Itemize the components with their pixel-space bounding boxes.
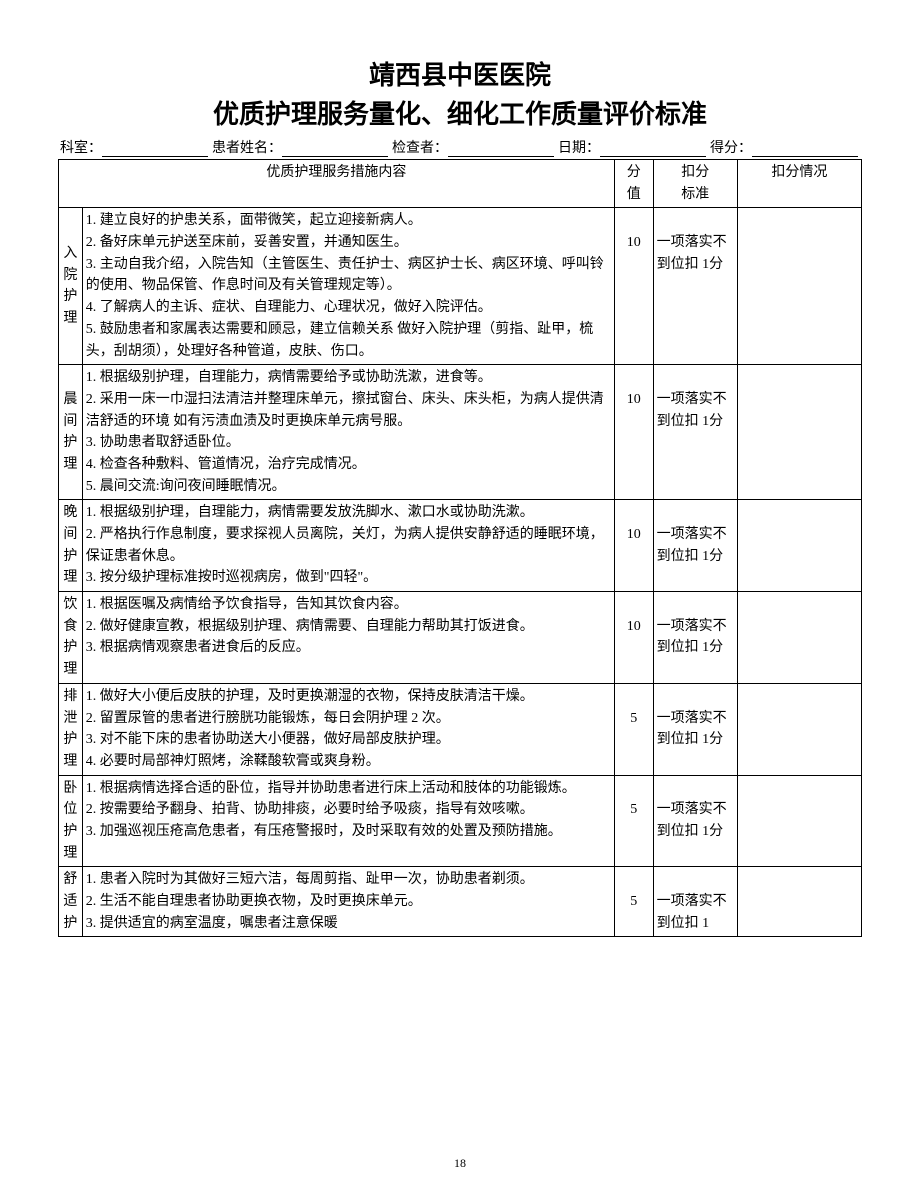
category-cell: 卧位护理	[59, 775, 83, 867]
table-row: 晨间护理1. 根据级别护理，自理能力，病情需要给予或协助洗漱，进食等。2. 采用…	[59, 365, 862, 500]
deduct-std-cell: 一项落实不到位扣 1分	[653, 208, 737, 365]
value-cell: 5	[614, 683, 653, 775]
checker-blank	[448, 137, 554, 157]
score-label: 得分：	[710, 137, 752, 157]
table-body: 入院护理1. 建立良好的护患关系，面带微笑，起立迎接新病人。2. 备好床单元护送…	[59, 208, 862, 937]
content-item: 5. 鼓励患者和家属表达需要和顾忌，建立信赖关系 做好入院护理（剪指、趾甲，梳头…	[86, 319, 611, 362]
content-item: 4. 了解病人的主诉、症状、自理能力、心理状况，做好入院评估。	[86, 297, 611, 319]
category-cell: 入院护理	[59, 208, 83, 365]
deduct-case-cell	[737, 592, 861, 684]
deduct-std-cell: 一项落实不到位扣 1分	[653, 592, 737, 684]
header-deduct-std: 扣分标准	[653, 160, 737, 208]
checker-label: 检查者：	[392, 137, 448, 157]
content-item: 3. 根据病情观察患者进食后的反应。	[86, 637, 611, 659]
content-item: 1. 建立良好的护患关系，面带微笑，起立迎接新病人。	[86, 210, 611, 232]
content-item: 4. 必要时局部神灯照烤，涂鞣酸软膏或爽身粉。	[86, 751, 611, 773]
content-cell: 1. 根据级别护理，自理能力，病情需要给予或协助洗漱，进食等。2. 采用一床一巾…	[82, 365, 614, 500]
deduct-case-cell	[737, 867, 861, 937]
page-number: 18	[0, 1156, 920, 1171]
category-cell: 饮食护理	[59, 592, 83, 684]
deduct-std-cell: 一项落实不到位扣 1	[653, 867, 737, 937]
value-cell: 5	[614, 775, 653, 867]
category-cell: 晚间护理	[59, 500, 83, 592]
table-header-row: 优质护理服务措施内容 分值 扣分标准 扣分情况	[59, 160, 862, 208]
content-item: 2. 做好健康宣教，根据级别护理、病情需要、自理能力帮助其打饭进食。	[86, 616, 611, 638]
content-cell: 1. 根据级别护理，自理能力，病情需要发放洗脚水、漱口水或协助洗漱。2. 严格执…	[82, 500, 614, 592]
content-cell: 1. 根据医嘱及病情给予饮食指导，告知其饮食内容。2. 做好健康宣教，根据级别护…	[82, 592, 614, 684]
content-item: 3. 主动自我介绍，入院告知（主管医生、责任护士、病区护士长、病区环境、呼叫铃的…	[86, 254, 611, 297]
category-cell: 舒适护	[59, 867, 83, 937]
value-cell: 10	[614, 365, 653, 500]
category-cell: 晨间护理	[59, 365, 83, 500]
value-cell: 5	[614, 867, 653, 937]
table-row: 入院护理1. 建立良好的护患关系，面带微笑，起立迎接新病人。2. 备好床单元护送…	[59, 208, 862, 365]
category-cell: 排泄护理	[59, 683, 83, 775]
content-item: 1. 根据医嘱及病情给予饮食指导，告知其饮食内容。	[86, 594, 611, 616]
deduct-case-cell	[737, 683, 861, 775]
evaluation-table: 优质护理服务措施内容 分值 扣分标准 扣分情况 入院护理1. 建立良好的护患关系…	[58, 159, 862, 937]
content-item: 2. 采用一床一巾湿扫法清洁并整理床单元，擦拭窗台、床头、床头柜，为病人提供清洁…	[86, 389, 611, 432]
content-item: 3. 加强巡视压疮高危患者，有压疮警报时，及时采取有效的处置及预防措施。	[86, 821, 611, 843]
header-content: 优质护理服务措施内容	[59, 160, 615, 208]
value-cell: 10	[614, 500, 653, 592]
content-item: 1. 做好大小便后皮肤的护理，及时更换潮湿的衣物，保持皮肤清洁干燥。	[86, 686, 611, 708]
value-cell: 10	[614, 592, 653, 684]
content-item: 2. 严格执行作息制度，要求探视人员离院，关灯，为病人提供安静舒适的睡眠环境，保…	[86, 524, 611, 567]
content-item: 1. 根据病情选择合适的卧位，指导并协助患者进行床上活动和肢体的功能锻炼。	[86, 778, 611, 800]
content-cell: 1. 患者入院时为其做好三短六洁，每周剪指、趾甲一次，协助患者剃须。2. 生活不…	[82, 867, 614, 937]
dept-blank	[102, 137, 208, 157]
patient-blank	[282, 137, 388, 157]
deduct-std-cell: 一项落实不到位扣 1分	[653, 683, 737, 775]
score-blank	[752, 137, 858, 157]
date-blank	[600, 137, 706, 157]
content-item: 1. 根据级别护理，自理能力，病情需要发放洗脚水、漱口水或协助洗漱。	[86, 502, 611, 524]
deduct-case-cell	[737, 775, 861, 867]
deduct-case-cell	[737, 365, 861, 500]
content-item: 3. 对不能下床的患者协助送大小便器，做好局部皮肤护理。	[86, 729, 611, 751]
info-line: 科室： 患者姓名： 检查者： 日期： 得分：	[58, 137, 862, 157]
content-item: 2. 备好床单元护送至床前，妥善安置，并通知医生。	[86, 232, 611, 254]
deduct-std-cell: 一项落实不到位扣 1分	[653, 365, 737, 500]
content-cell: 1. 建立良好的护患关系，面带微笑，起立迎接新病人。2. 备好床单元护送至床前，…	[82, 208, 614, 365]
table-row: 排泄护理1. 做好大小便后皮肤的护理，及时更换潮湿的衣物，保持皮肤清洁干燥。2.…	[59, 683, 862, 775]
content-cell: 1. 根据病情选择合适的卧位，指导并协助患者进行床上活动和肢体的功能锻炼。2. …	[82, 775, 614, 867]
deduct-case-cell	[737, 208, 861, 365]
header-deduct-case: 扣分情况	[737, 160, 861, 208]
content-item: 3. 按分级护理标准按时巡视病房，做到"四轻"。	[86, 567, 611, 589]
value-cell: 10	[614, 208, 653, 365]
content-item: 3. 提供适宜的病室温度，嘱患者注意保暖	[86, 913, 611, 935]
content-item	[86, 659, 611, 681]
date-label: 日期：	[558, 137, 600, 157]
table-row: 饮食护理1. 根据医嘱及病情给予饮食指导，告知其饮食内容。2. 做好健康宣教，根…	[59, 592, 862, 684]
document-title: 优质护理服务量化、细化工作质量评价标准	[58, 94, 862, 131]
deduct-case-cell	[737, 500, 861, 592]
table-row: 晚间护理1. 根据级别护理，自理能力，病情需要发放洗脚水、漱口水或协助洗漱。2.…	[59, 500, 862, 592]
hospital-title: 靖西县中医医院	[58, 55, 862, 92]
deduct-std-cell: 一项落实不到位扣 1分	[653, 500, 737, 592]
dept-label: 科室：	[60, 137, 102, 157]
content-item: 1. 患者入院时为其做好三短六洁，每周剪指、趾甲一次，协助患者剃须。	[86, 869, 611, 891]
content-item: 2. 按需要给予翻身、拍背、协助排痰，必要时给予吸痰，指导有效咳嗽。	[86, 799, 611, 821]
table-row: 卧位护理1. 根据病情选择合适的卧位，指导并协助患者进行床上活动和肢体的功能锻炼…	[59, 775, 862, 867]
deduct-std-cell: 一项落实不到位扣 1分	[653, 775, 737, 867]
content-item: 2. 留置尿管的患者进行膀胱功能锻炼，每日会阴护理 2 次。	[86, 708, 611, 730]
content-item: 5. 晨间交流:询问夜间睡眠情况。	[86, 476, 611, 498]
content-cell: 1. 做好大小便后皮肤的护理，及时更换潮湿的衣物，保持皮肤清洁干燥。2. 留置尿…	[82, 683, 614, 775]
content-item: 1. 根据级别护理，自理能力，病情需要给予或协助洗漱，进食等。	[86, 367, 611, 389]
header-value: 分值	[614, 160, 653, 208]
content-item: 3. 协助患者取舒适卧位。	[86, 432, 611, 454]
table-row: 舒适护1. 患者入院时为其做好三短六洁，每周剪指、趾甲一次，协助患者剃须。2. …	[59, 867, 862, 937]
patient-label: 患者姓名：	[212, 137, 282, 157]
content-item: 4. 检查各种敷料、管道情况，治疗完成情况。	[86, 454, 611, 476]
content-item: 2. 生活不能自理患者协助更换衣物，及时更换床单元。	[86, 891, 611, 913]
